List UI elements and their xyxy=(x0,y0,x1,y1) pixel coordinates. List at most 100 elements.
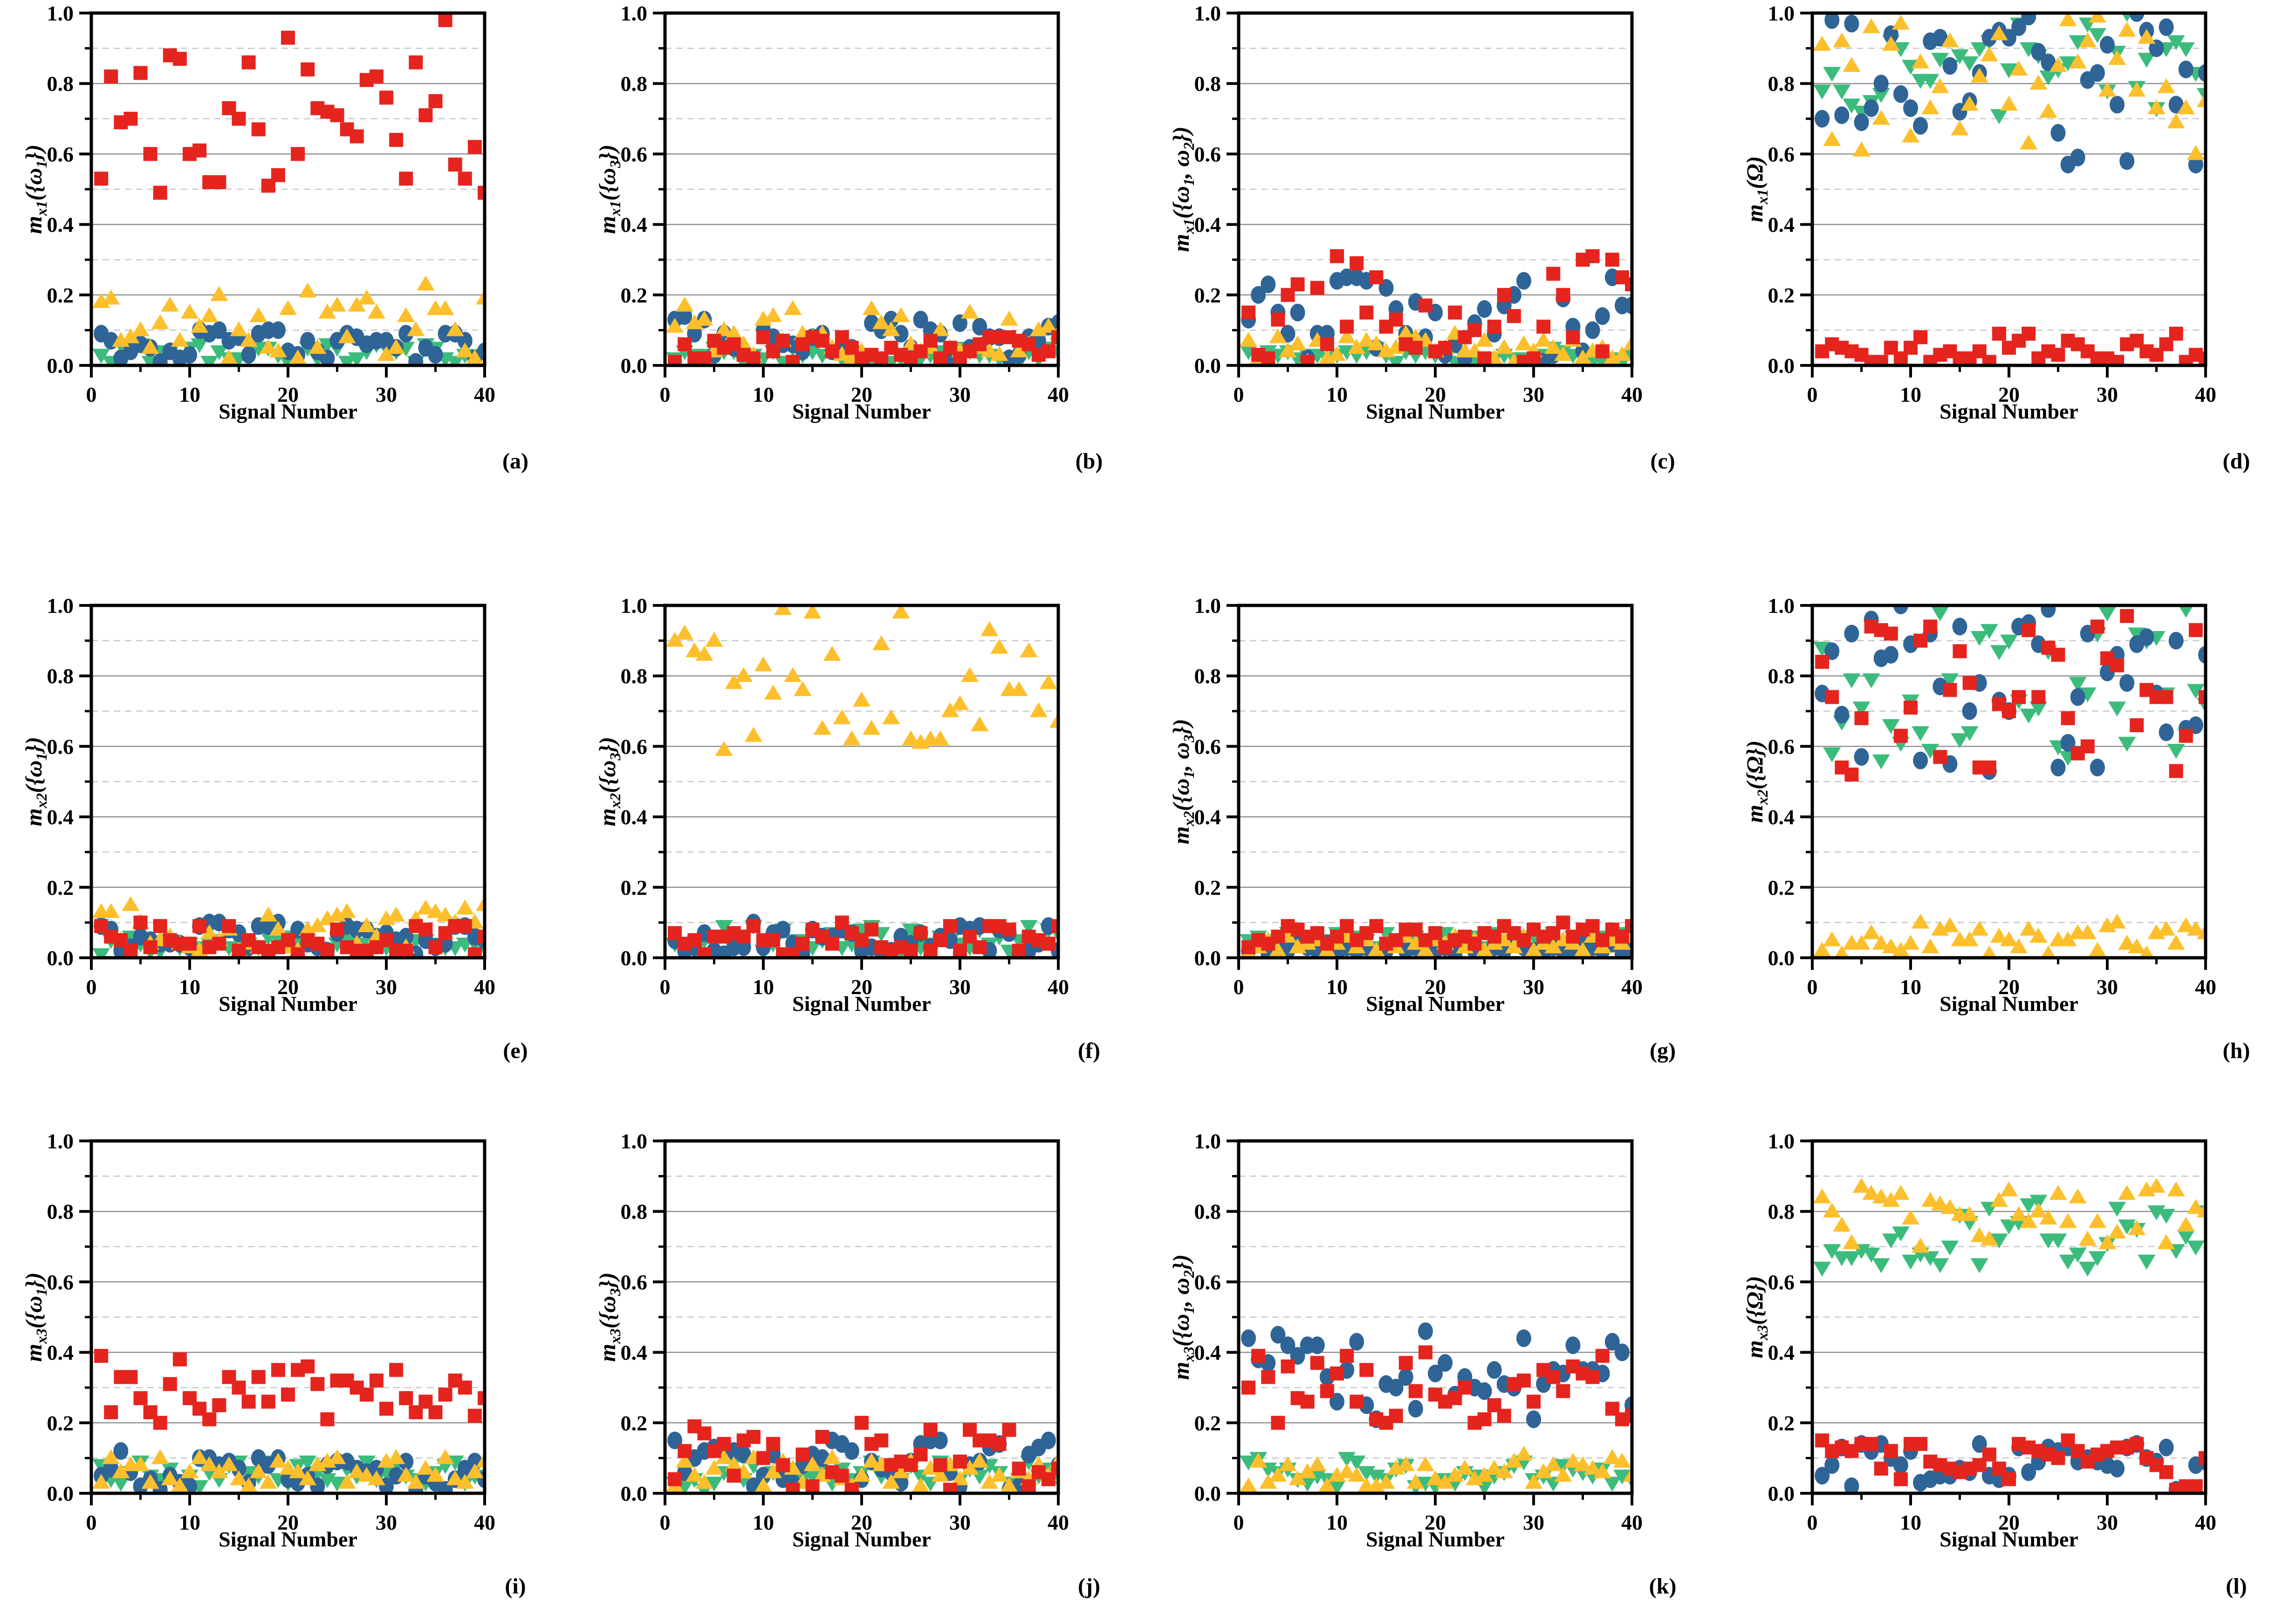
marker-triangle-up xyxy=(1603,1449,1621,1464)
panel-h: mx2({Ω}) 0.0 0.2 0.4 0.6 0.8 1.0 0 10 20 30 40 Sig… xyxy=(1721,536,2295,1071)
marker-triangle-up xyxy=(2010,1206,2028,1221)
marker-circle xyxy=(2100,36,2115,54)
marker-square xyxy=(1300,1394,1315,1409)
marker-triangle-up xyxy=(1823,1202,1841,1218)
marker-triangle-up xyxy=(279,1460,297,1475)
marker-triangle-up xyxy=(181,1463,199,1478)
marker-triangle-up xyxy=(2020,1213,2038,1228)
marker-square xyxy=(786,1483,800,1493)
marker-triangle-down xyxy=(1823,747,1841,762)
x-tick-label: 20 xyxy=(277,1511,299,1534)
marker-circle xyxy=(1844,625,1859,643)
marker-triangle-up xyxy=(230,1470,248,1485)
marker-square xyxy=(2120,609,2134,623)
marker-triangle-up xyxy=(1240,1477,1258,1492)
marker-square xyxy=(271,168,285,182)
panel-caption: (h) xyxy=(2222,1038,2250,1063)
y-tick-label: 1.0 xyxy=(1194,594,1221,618)
marker-triangle-up xyxy=(200,924,219,940)
y-tick-label: 1.0 xyxy=(1768,1129,1795,1153)
marker-triangle-down xyxy=(2069,677,2087,692)
marker-triangle-down xyxy=(1941,673,1959,688)
marker-square xyxy=(1815,654,1830,669)
marker-triangle-up xyxy=(1990,1192,2008,1207)
marker-square xyxy=(241,55,256,69)
marker-triangle-up xyxy=(1951,120,1969,136)
marker-square xyxy=(2169,764,2183,778)
marker-square xyxy=(2188,623,2203,637)
marker-square xyxy=(438,13,452,27)
marker-triangle-down xyxy=(1603,1477,1621,1492)
marker-circle xyxy=(1595,307,1610,325)
marker-triangle-up xyxy=(2128,82,2146,97)
marker-square xyxy=(192,919,207,933)
marker-triangle-down xyxy=(2000,1219,2018,1235)
x-tick-label: 40 xyxy=(2195,1511,2216,1534)
marker-square xyxy=(428,940,443,955)
marker-triangle-down xyxy=(1921,1251,1940,1266)
marker-square xyxy=(1625,1408,1632,1423)
marker-square xyxy=(1953,644,1967,659)
marker-square xyxy=(330,108,344,123)
marker-triangle-up xyxy=(171,332,189,347)
marker-triangle-up xyxy=(1843,57,1861,72)
y-tick-label: 0.0 xyxy=(1194,1482,1221,1505)
marker-triangle-up xyxy=(705,632,723,647)
marker-square xyxy=(399,1391,413,1405)
x-tick-label: 40 xyxy=(474,1511,495,1534)
marker-triangle-up xyxy=(1357,332,1376,347)
marker-circle xyxy=(913,310,928,329)
marker-circle xyxy=(893,324,909,343)
marker-layer xyxy=(666,1415,1058,1493)
marker-square xyxy=(1330,1366,1344,1380)
marker-triangle-up xyxy=(2186,920,2205,936)
marker-square xyxy=(1340,1349,1354,1363)
marker-triangle-down xyxy=(2088,28,2106,43)
marker-circle xyxy=(1565,1336,1581,1354)
marker-triangle-up xyxy=(466,349,484,364)
y-tick-label: 0.4 xyxy=(47,1341,74,1365)
marker-triangle-up xyxy=(695,1474,713,1489)
marker-triangle-up xyxy=(240,332,258,347)
marker-square xyxy=(855,1415,869,1430)
marker-square xyxy=(913,926,928,941)
x-axis-label: Signal Number xyxy=(219,992,357,1016)
marker-triangle-up xyxy=(676,625,694,640)
marker-triangle-up xyxy=(1475,1467,1494,1482)
marker-triangle-up xyxy=(2157,78,2175,93)
marker-triangle-up xyxy=(1269,941,1287,957)
x-tick-label: 0 xyxy=(660,975,671,999)
marker-circle xyxy=(2198,64,2206,82)
x-tick-label: 20 xyxy=(277,383,299,406)
x-tick-label: 20 xyxy=(277,975,299,999)
y-tick-label: 0.6 xyxy=(47,1270,74,1294)
x-tick-label: 40 xyxy=(1048,383,1069,406)
marker-circle xyxy=(1962,702,1977,720)
marker-triangle-up xyxy=(1931,78,1949,93)
x-tick-label: 0 xyxy=(1807,383,1818,406)
x-tick-label: 20 xyxy=(1998,1511,2020,1534)
marker-triangle-up xyxy=(308,917,327,932)
marker-triangle-up xyxy=(2059,931,2077,947)
marker-square xyxy=(2188,1479,2203,1493)
marker-triangle-up xyxy=(1982,945,1997,958)
x-tick-label: 20 xyxy=(851,383,872,406)
y-tick-label: 0.8 xyxy=(1194,72,1221,96)
marker-triangle-up xyxy=(725,1456,743,1471)
marker-triangle-up xyxy=(2000,96,2018,111)
marker-square xyxy=(467,947,482,958)
marker-triangle-up xyxy=(863,300,881,316)
marker-triangle-down xyxy=(2059,56,2077,71)
marker-triangle-down xyxy=(1921,74,1940,89)
panel-g: mx2({ω1, ω3}) 0.0 0.2 0.4 0.6 0.8 1.0 0 10 20 30 4… xyxy=(1147,536,1721,1071)
marker-square xyxy=(1884,1444,1898,1458)
marker-square xyxy=(418,108,433,123)
panel-j: mx3({ω3}) 0.0 0.2 0.4 0.6 0.8 1.0 0 10 20 30 40 Si… xyxy=(574,1071,1147,1607)
marker-square xyxy=(232,111,246,126)
marker-square xyxy=(1585,1370,1600,1384)
marker-square xyxy=(172,1352,187,1367)
marker-square xyxy=(1261,351,1275,365)
marker-square xyxy=(943,919,957,933)
marker-circle xyxy=(953,314,967,332)
marker-square xyxy=(1982,1447,1996,1462)
